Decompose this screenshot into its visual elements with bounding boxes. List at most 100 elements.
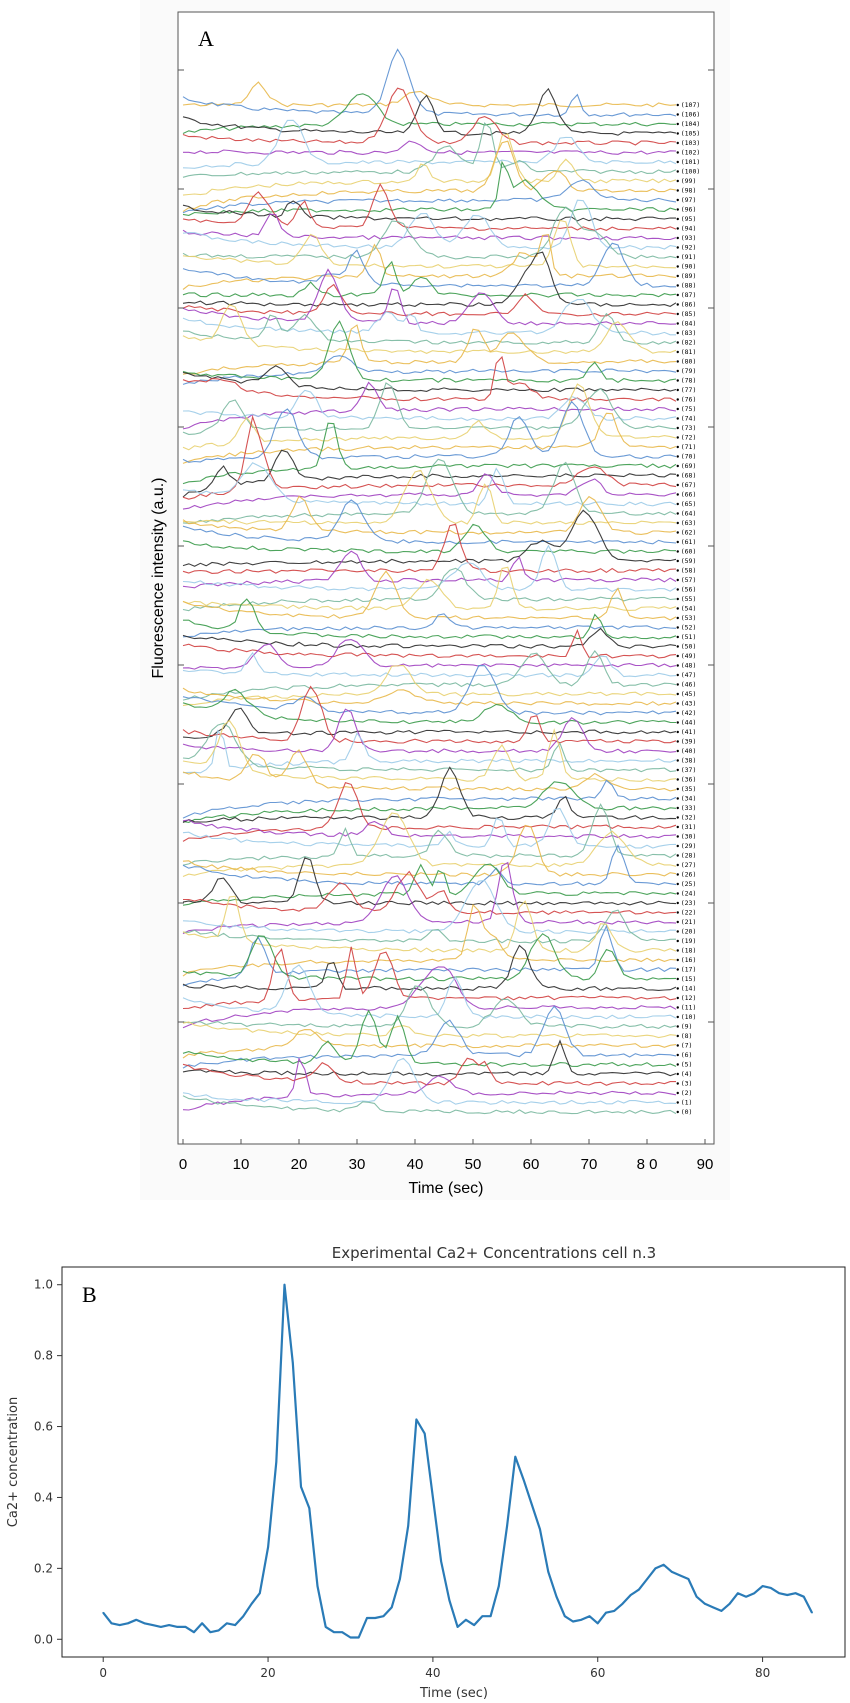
panel-a-trace-label: (87) — [681, 291, 697, 299]
panel-a-trace-label: (42) — [681, 709, 697, 717]
panel-b-data-point — [687, 1578, 690, 1580]
panel-a-trace-line — [182, 1057, 677, 1111]
panel-a-trace-label: (28) — [681, 852, 697, 860]
panel-a-x-tick-label: 30 — [349, 1156, 366, 1173]
panel-a-trace-end-marker — [676, 816, 679, 819]
panel-a-trace-line — [182, 719, 677, 782]
panel-a-trace-label: (50) — [681, 643, 697, 651]
panel-a-trace-line — [182, 251, 677, 307]
panel-a-trace-label: (44) — [681, 719, 697, 727]
panel-a-trace-end-marker — [676, 227, 679, 230]
panel-b-y-tick-label: 0.2 — [34, 1561, 53, 1575]
panel-a-trace-label: (92) — [681, 244, 697, 252]
panel-a-trace-end-marker — [676, 673, 679, 677]
panel-a-trace-line — [182, 122, 677, 178]
panel-a-trace-line — [182, 964, 677, 1020]
panel-a-trace-label: (107) — [681, 101, 701, 109]
panel-a-trace-end-marker — [676, 702, 679, 705]
panel-a-x-axis-label: Time (sec) — [409, 1180, 484, 1197]
panel-a-trace-line — [182, 628, 677, 659]
panel-a-trace-line — [182, 458, 677, 524]
panel-a-trace-line — [182, 179, 677, 214]
panel-b-data-point — [448, 1599, 451, 1602]
panel-a-trace-line — [182, 924, 677, 987]
panel-b-data-point — [316, 1585, 319, 1587]
panel-a-trace-label: (79) — [681, 367, 697, 375]
panel-a-trace-label: (30) — [681, 833, 697, 841]
panel-a-trace-line — [182, 382, 677, 435]
panel-a-trace-end-marker — [676, 160, 679, 164]
panel-b-data-point — [275, 1461, 278, 1463]
panel-a-trace-label: (10) — [681, 1013, 697, 1021]
panel-a-trace-label: (0) — [681, 1108, 693, 1116]
panel-a-trace-label: (7) — [681, 1042, 693, 1050]
panel-a-trace-end-marker — [676, 873, 679, 876]
panel-a-trace-end-marker — [676, 939, 679, 943]
panel-a-trace-label: (55) — [681, 595, 697, 603]
panel-a-trace-end-marker — [676, 1044, 679, 1047]
panel-a-trace-end-marker — [676, 863, 679, 867]
panel-b-data-point — [440, 1560, 442, 1563]
panel-b-data-point — [118, 1624, 121, 1626]
panel-a-trace-line — [182, 782, 677, 842]
panel-a-trace-label: (24) — [681, 890, 697, 898]
panel-a-trace-end-marker — [676, 521, 679, 525]
panel-b-data-point — [498, 1585, 500, 1587]
panel-a-trace-end-marker — [676, 113, 679, 116]
panel-a-trace-label: (53) — [681, 614, 697, 622]
panel-b-label: B — [82, 1282, 97, 1307]
panel-b-data-point — [654, 1567, 657, 1570]
panel-a-trace-end-marker — [676, 740, 679, 743]
panel-b-data-point — [522, 1478, 525, 1481]
panel-a-trace-line — [182, 903, 677, 977]
panel-a-trace-label: (91) — [681, 253, 697, 261]
panel-b-data-point — [786, 1594, 789, 1596]
panel-a-trace-line — [182, 722, 677, 773]
panel-a-trace-end-marker — [676, 854, 679, 857]
panel-a-trace-label: (93) — [681, 234, 697, 242]
panel-b-data-point — [160, 1626, 162, 1628]
panel-b-data-point — [357, 1636, 360, 1639]
panel-a-trace-line — [183, 140, 677, 155]
panel-a-trace-label: (105) — [681, 130, 701, 138]
panel-a-trace-end-marker — [676, 578, 679, 582]
panel-a-trace-line — [182, 944, 677, 992]
panel-a-trace-end-marker — [676, 493, 679, 496]
panel-a-trace-line — [182, 613, 677, 638]
panel-a-trace-label: (67) — [681, 481, 697, 489]
panel-b-data-point — [745, 1595, 747, 1598]
panel-a-trace-label: (61) — [681, 538, 697, 546]
panel-a-x-tick-label: 50 — [465, 1156, 482, 1173]
panel-a-trace-end-marker — [676, 778, 679, 781]
panel-a-trace-line — [182, 87, 677, 136]
panel-a-trace-label: (40) — [681, 747, 697, 755]
panel-a-trace-label: (23) — [681, 899, 697, 907]
panel-b-data-point — [349, 1636, 352, 1639]
panel-a-trace-end-marker — [676, 132, 679, 135]
panel-b-data-point — [605, 1611, 607, 1614]
panel-a-trace-end-marker — [676, 683, 679, 686]
panel-a-trace-end-marker — [676, 664, 679, 667]
panel-b-data-point — [588, 1615, 591, 1618]
panel-a-trace-line — [182, 383, 677, 451]
panel-a-trace-end-marker — [676, 730, 679, 734]
panel-b-y-tick-label: 0.0 — [34, 1632, 53, 1646]
panel-b-data-point — [563, 1615, 566, 1618]
panel-b-data-point — [580, 1618, 583, 1621]
panel-a-trace-end-marker — [676, 1072, 679, 1076]
panel-a-trace-label: (104) — [681, 120, 701, 128]
panel-a-trace-line — [182, 381, 677, 430]
panel-a-trace-label: (26) — [681, 871, 697, 879]
panel-a-trace-line — [182, 260, 677, 298]
panel-b-data-point — [390, 1606, 393, 1609]
panel-a-trace-label: (29) — [681, 842, 697, 850]
panel-a-trace-line — [182, 861, 677, 935]
panel-b-data-point — [531, 1503, 533, 1506]
panel-a-trace-line — [182, 1095, 677, 1115]
panel-b-data-point — [432, 1496, 434, 1499]
panel-a-trace-end-marker — [676, 151, 679, 154]
panel-b-data-point — [473, 1624, 475, 1626]
panel-a-trace-line — [182, 844, 677, 887]
panel-a-trace-line — [182, 81, 677, 108]
panel-b-data-point — [193, 1631, 195, 1633]
